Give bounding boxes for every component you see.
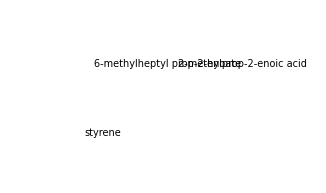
Text: 6-methylheptyl prop-2-enoate: 6-methylheptyl prop-2-enoate — [94, 59, 241, 69]
Text: 2-methylprop-2-enoic acid: 2-methylprop-2-enoic acid — [178, 59, 307, 69]
Text: styrene: styrene — [84, 128, 121, 138]
